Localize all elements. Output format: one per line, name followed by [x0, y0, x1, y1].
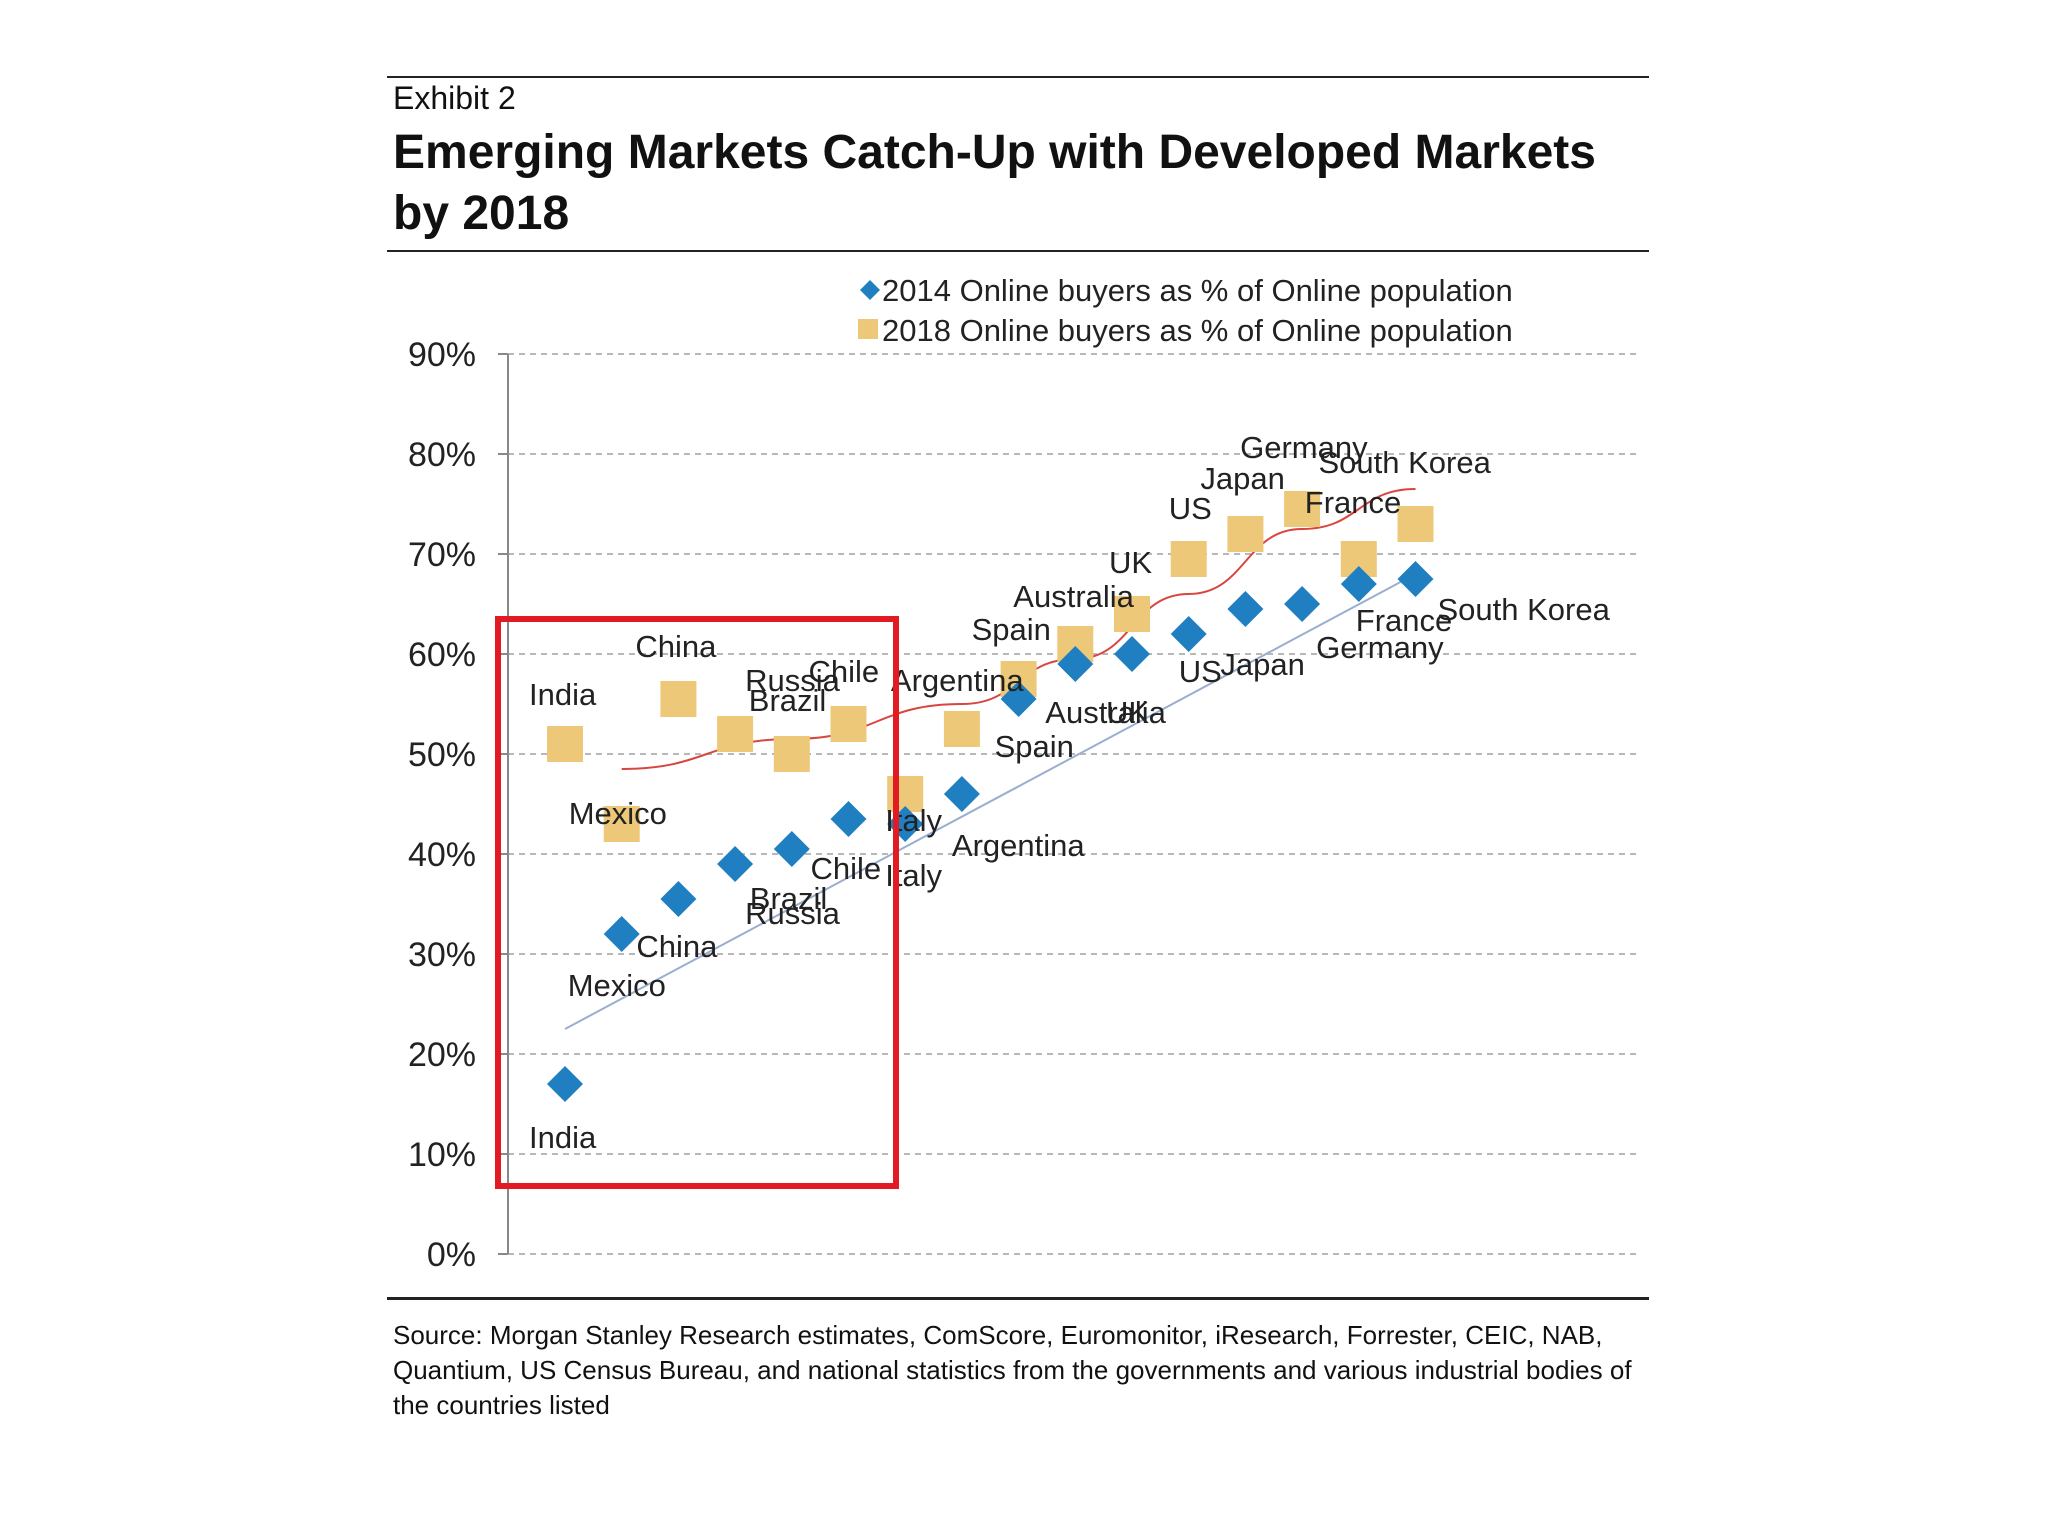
point-2018-chile [830, 706, 867, 742]
exhibit-label: Exhibit 2 [393, 80, 516, 116]
chart-title: Emerging Markets Catch-Up with Developed… [393, 126, 1596, 240]
label-2018-argentina: Argentina [891, 663, 1024, 698]
y-tick-label: 40% [408, 836, 476, 874]
point-labels: IndiaMexicoChinaRussiaBrazilChileItalyAr… [529, 430, 1611, 1155]
y-tick-label: 70% [408, 536, 476, 574]
point-2018-us [1170, 541, 1207, 577]
point-2014-us [1170, 616, 1207, 652]
label-2014-china: China [636, 929, 718, 964]
trendline-2014 [564, 573, 1416, 1030]
label-2014-chile: Chile [811, 851, 882, 886]
gridlines [498, 353, 1640, 1255]
y-tick-label: 90% [408, 336, 476, 374]
label-2018-china: China [635, 629, 717, 664]
label-2018-mexico: Mexico [569, 796, 667, 831]
label-2014-argentina: Argentina [952, 828, 1085, 863]
point-2018-uk [1114, 596, 1150, 632]
label-2018-us: US [1169, 491, 1212, 526]
y-tick-label: 30% [408, 936, 476, 974]
legend-2018-label: 2018 Online buyers as % of Online popula… [882, 313, 1513, 348]
point-2018-japan [1227, 516, 1264, 552]
point-2018-south-korea [1397, 506, 1434, 542]
point-2018-india [547, 726, 583, 762]
label-2014-germany: Germany [1316, 630, 1444, 665]
point-2014-south-korea [1397, 561, 1434, 597]
point-2014-uk [1114, 636, 1150, 672]
legend: 2014 Online buyers as % of Online popula… [858, 273, 1513, 348]
source-note: Source: Morgan Stanley Research estimate… [393, 1320, 1632, 1420]
label-2018-russia: Russia [745, 663, 841, 698]
point-2014-france [1340, 566, 1377, 602]
legend-2014-label: 2014 Online buyers as % of Online popula… [882, 273, 1513, 308]
point-2014-argentina [943, 776, 980, 812]
title-rule [387, 250, 1649, 252]
top-rule [387, 76, 1649, 78]
y-tick-label: 20% [408, 1036, 476, 1074]
point-2014-spain [1000, 681, 1037, 717]
point-2018-argentina [943, 711, 980, 747]
legend-2018-marker [858, 319, 878, 339]
label-2014-mexico: Mexico [568, 968, 666, 1003]
point-2014-india [547, 1066, 583, 1102]
y-tick-label: 60% [408, 636, 476, 674]
bottom-rule [387, 1297, 1649, 1300]
label-2014-japan: Japan [1220, 647, 1304, 682]
label-2014-india: India [529, 1120, 597, 1155]
label-2014-us: US [1179, 654, 1222, 689]
point-2014-brazil [773, 831, 810, 867]
y-tick-label: 50% [408, 736, 476, 774]
label-2018-australia: Australia [1013, 579, 1134, 614]
point-2014-china [660, 881, 697, 917]
label-2014-spain: Spain [995, 729, 1074, 764]
label-2014-russia: Russia [745, 896, 841, 931]
label-2018-south-korea: South Korea [1319, 445, 1492, 480]
point-2014-japan [1227, 591, 1264, 627]
point-2018-brazil [773, 736, 810, 772]
legend-2014-marker [860, 280, 880, 300]
y-tick-label: 10% [408, 1136, 476, 1174]
point-2014-australia [1057, 646, 1094, 682]
point-2018-mexico [603, 806, 640, 842]
point-2014-mexico [603, 916, 640, 952]
y-axis-ticks: 0% 10% 20% 30% 40% 50% 60% 70% 80% 90% [408, 336, 476, 1274]
label-2018-india: India [529, 677, 597, 712]
label-2014-uk: UK [1106, 695, 1149, 730]
label-2014-brazil: Brazil [750, 881, 828, 916]
point-2018-germany [1284, 491, 1321, 527]
data-marks [547, 491, 1434, 1102]
label-2018-chile: Chile [809, 654, 880, 689]
label-2018-germany: Germany [1240, 430, 1368, 465]
label-2018-uk: UK [1109, 545, 1152, 580]
label-2014-south-korea: South Korea [1438, 592, 1611, 627]
point-2018-china [660, 681, 697, 717]
label-2018-japan: Japan [1200, 461, 1284, 496]
y-tick-label: 80% [408, 436, 476, 474]
label-2018-france: France [1305, 485, 1401, 520]
label-2018-brazil: Brazil [749, 683, 827, 718]
label-2018-spain: Spain [972, 612, 1051, 647]
point-2014-russia [717, 846, 754, 882]
point-2014-chile [830, 801, 867, 837]
point-2018-russia [717, 716, 754, 752]
emerging-markets-highlight-box [495, 616, 899, 1189]
point-2014-germany [1284, 586, 1321, 622]
y-tick-label: 0% [427, 1236, 476, 1274]
label-2014-france: France [1356, 603, 1452, 638]
label-2014-australia: Australia [1045, 695, 1166, 730]
